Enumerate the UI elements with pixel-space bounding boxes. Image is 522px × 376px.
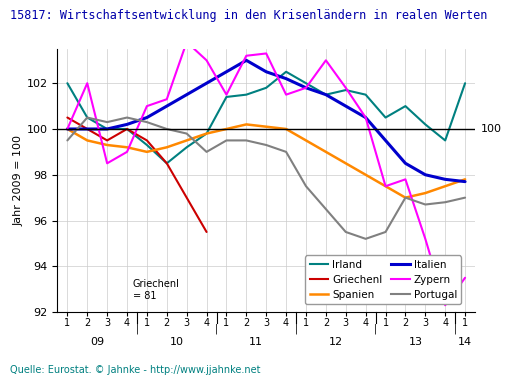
Text: |: |	[135, 323, 138, 334]
Text: 14: 14	[458, 337, 472, 347]
Text: Quelle: Eurostat. © Jahnke - http://www.jjahnke.net: Quelle: Eurostat. © Jahnke - http://www.…	[10, 365, 261, 375]
Legend: Irland, Griechenl, Spanien, Italien, Zypern, Portugal: Irland, Griechenl, Spanien, Italien, Zyp…	[305, 255, 461, 304]
Text: 100: 100	[481, 124, 502, 134]
Text: 11: 11	[250, 337, 263, 347]
Text: 15817: Wirtschaftsentwicklung in den Krisenländern in realen Werten: 15817: Wirtschaftsentwicklung in den Kri…	[10, 9, 488, 23]
Y-axis label: Jahr 2009 = 100: Jahr 2009 = 100	[14, 135, 24, 226]
Text: 09: 09	[90, 337, 104, 347]
Text: |: |	[294, 323, 298, 334]
Text: |: |	[215, 323, 218, 334]
Text: |: |	[374, 323, 377, 334]
Text: Griechenl
= 81: Griechenl = 81	[133, 279, 180, 301]
Text: 13: 13	[408, 337, 422, 347]
Text: |: |	[454, 323, 457, 334]
Text: 10: 10	[170, 337, 184, 347]
Text: 12: 12	[329, 337, 343, 347]
